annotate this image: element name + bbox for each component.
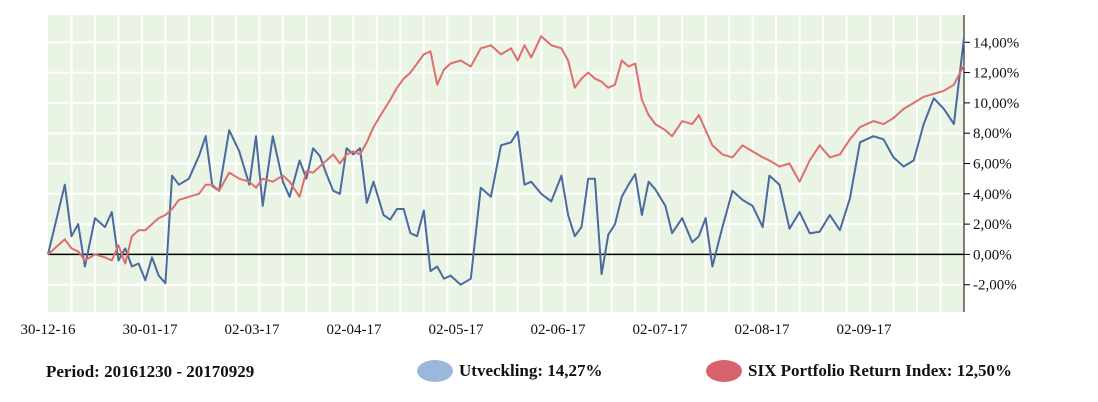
x-tick-label: 02-09-17: [837, 322, 892, 338]
series-lines: [47, 35, 965, 286]
y-axis-tick-labels: 14,00% 12,00% 10,00% 8,00% 6,00% 4,00% 2,00% 0,…: [973, 35, 1019, 293]
axes: [48, 15, 970, 312]
legend-label-six-index: SIX Portfolio Return Index: 12,50%: [748, 361, 1012, 380]
y-tick-label: 0,00%: [973, 247, 1012, 263]
legend-swatch-utveckling: [417, 360, 453, 382]
series-line-six-index: [47, 35, 965, 265]
y-tick-label: 6,00%: [973, 157, 1012, 173]
legend-item-utveckling: Utveckling: 14,27%: [417, 360, 603, 382]
y-tick-label: 4,00%: [973, 187, 1012, 203]
legend-label-utveckling: Utveckling: 14,27%: [459, 361, 603, 380]
y-tick-label: 2,00%: [973, 217, 1012, 233]
x-tick-label: 02-07-17: [633, 322, 688, 338]
y-tick-label: 12,00%: [973, 66, 1019, 82]
period-label: Period: 20161230 - 20170929: [46, 362, 255, 381]
legend-swatch-six-index: [706, 360, 742, 382]
x-tick-label: 02-08-17: [735, 322, 790, 338]
y-tick-label: 14,00%: [973, 35, 1019, 51]
x-tick-label: 30-12-16: [21, 322, 76, 338]
x-tick-label: 02-06-17: [531, 322, 586, 338]
x-tick-label: 02-03-17: [225, 322, 280, 338]
grid: [48, 15, 964, 312]
x-tick-label: 02-05-17: [429, 322, 484, 338]
x-tick-label: 30-01-17: [123, 322, 178, 338]
y-tick-label: 10,00%: [973, 96, 1019, 112]
series-line-utveckling: [47, 37, 965, 286]
y-tick-label: 8,00%: [973, 126, 1012, 142]
line-chart: 14,00% 12,00% 10,00% 8,00% 6,00% 4,00% 2,00% 0,…: [21, 15, 1019, 338]
x-axis-tick-labels: 30-12-16 30-01-17 02-03-17 02-04-17 02-05-17…: [21, 322, 892, 338]
chart-footer: Period: 20161230 - 20170929 Utveckling: …: [0, 360, 1098, 390]
y-tick-label: -2,00%: [973, 278, 1017, 294]
x-tick-label: 02-04-17: [327, 322, 382, 338]
legend-item-six-index: SIX Portfolio Return Index: 12,50%: [706, 360, 1012, 382]
